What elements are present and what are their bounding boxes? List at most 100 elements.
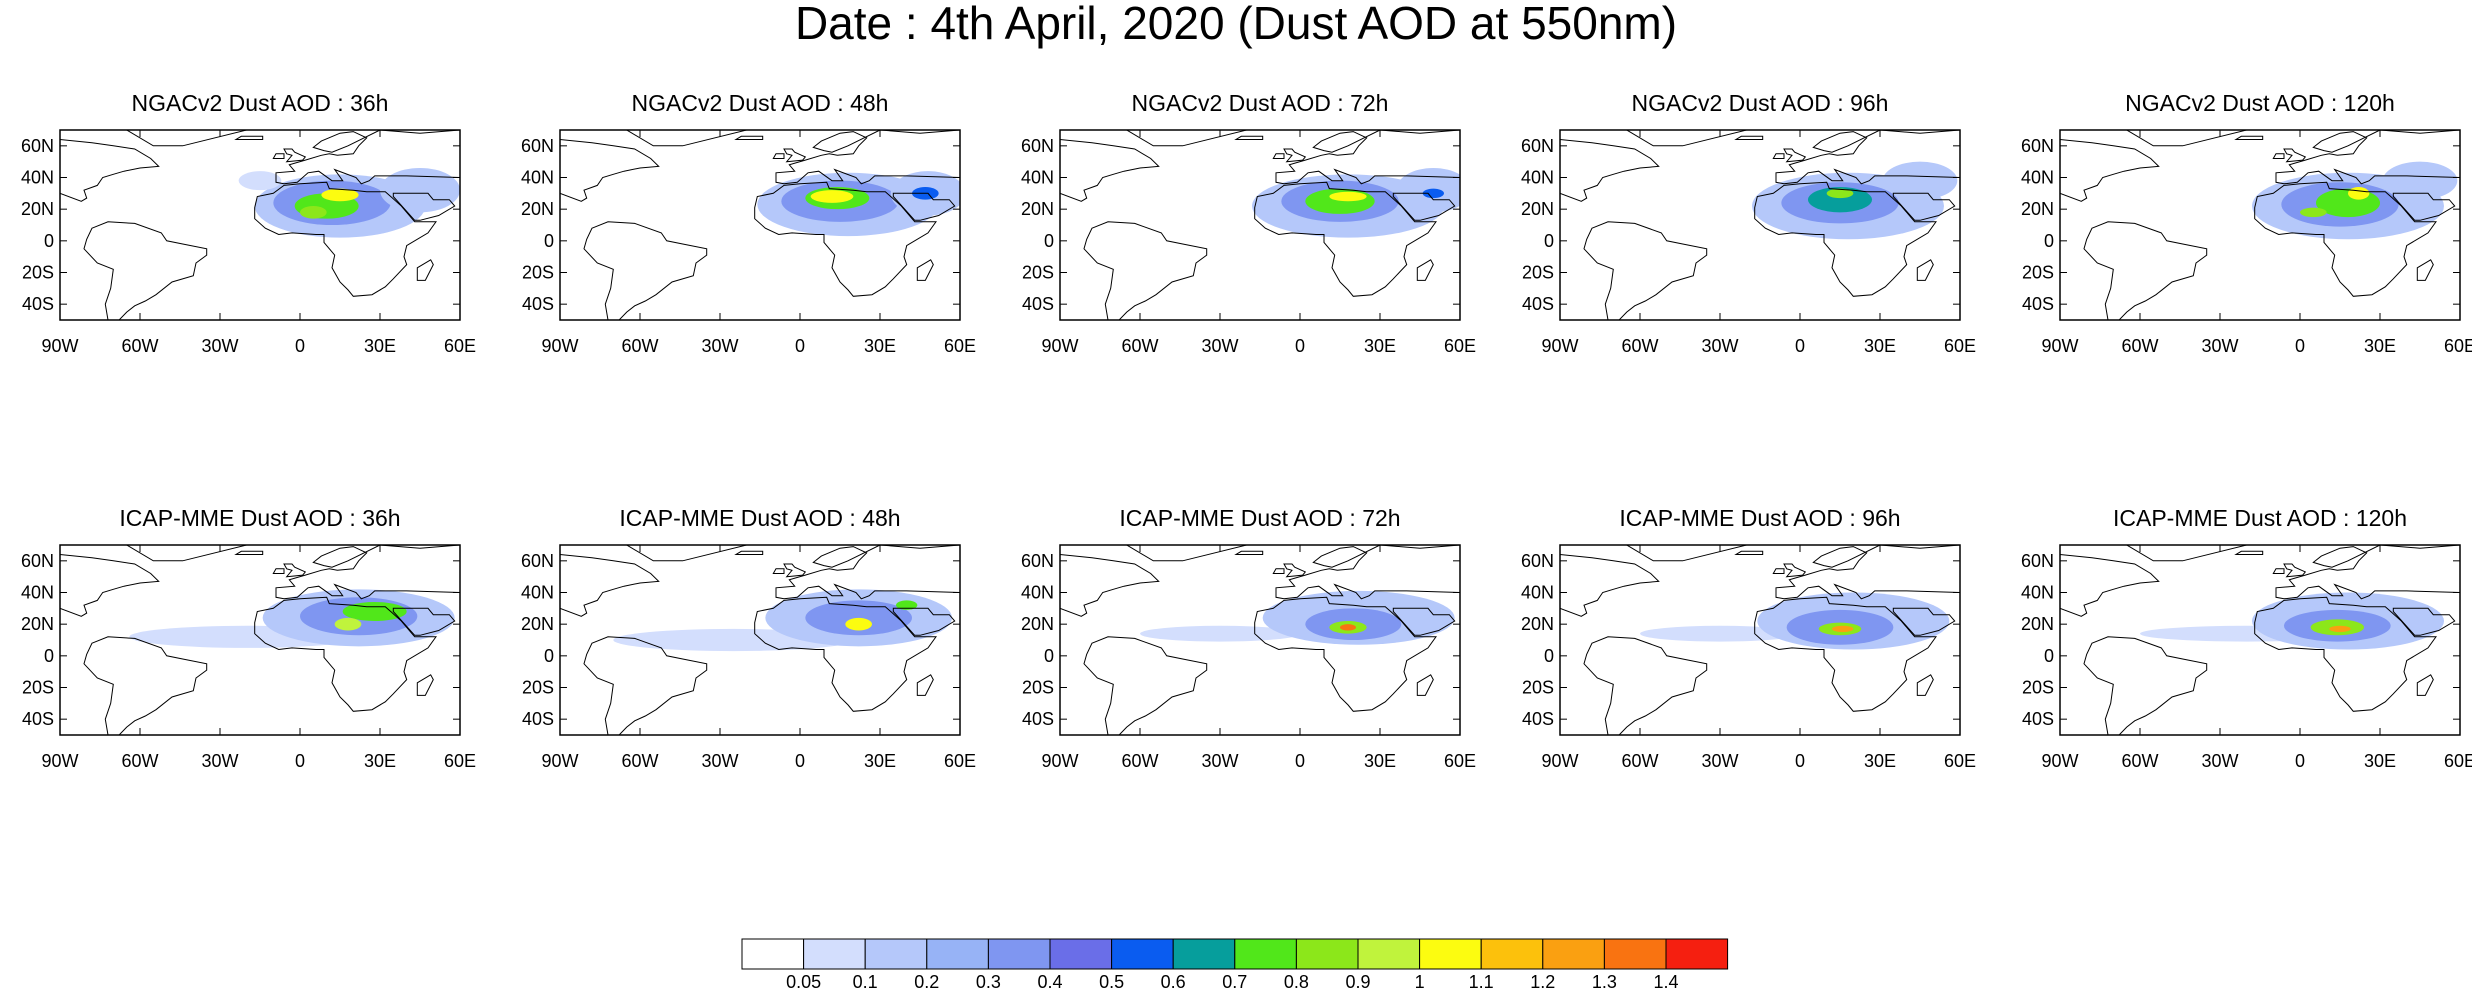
colorbar-swatch — [1603, 938, 1667, 970]
coastline-greenland — [1125, 130, 1248, 147]
coastline-africa — [254, 596, 437, 712]
lat-tick-label: 40S — [2022, 294, 2054, 314]
dust-aod-area — [1826, 188, 1854, 199]
lat-tick-label: 20N — [521, 614, 554, 634]
coastline-madagascar — [2416, 259, 2434, 281]
lon-tick-label: 30E — [1864, 336, 1896, 356]
lat-tick-label: 20N — [2021, 199, 2054, 219]
coastline-samerica — [2083, 636, 2208, 735]
coastline-uk — [2283, 148, 2307, 163]
lat-tick-label: 20N — [21, 199, 54, 219]
lat-tick-label: 0 — [2044, 231, 2054, 251]
lat-tick-label: 0 — [44, 646, 54, 666]
lon-tick-label: 90W — [1541, 336, 1578, 356]
lat-tick-label: 20S — [522, 263, 554, 283]
coastline-greenland — [625, 545, 748, 562]
map-panel: NGACv2 Dust AOD : 96h 60N 40N 20N 0 20S 40S 90W… — [1508, 90, 1976, 410]
lat-tick-label: 0 — [544, 231, 554, 251]
coastline-ireland — [1772, 568, 1785, 574]
coastline-ireland — [272, 153, 285, 159]
lon-tick-label: 60E — [444, 751, 476, 771]
lat-tick-label: 40S — [1022, 709, 1054, 729]
panel-title: NGACv2 Dust AOD : 36h — [131, 90, 389, 116]
coastline-uk — [283, 148, 307, 163]
coastline-namerica — [560, 553, 660, 617]
lon-tick-label: 30E — [864, 751, 896, 771]
map-panel: ICAP-MME Dust AOD : 120h 60N 40N 20N 0 20S 40S… — [2008, 505, 2472, 825]
lon-tick-label: 60E — [2444, 751, 2472, 771]
map-area — [1560, 545, 1960, 735]
lon-tick-label: 30E — [364, 751, 396, 771]
coastline-ireland — [1772, 153, 1785, 159]
lat-tick-label: 20N — [1021, 199, 1054, 219]
lon-tick-label: 60W — [121, 336, 158, 356]
lon-tick-label: 60W — [2121, 336, 2158, 356]
coastline-europe — [1275, 545, 1460, 600]
coastline-ireland — [1272, 568, 1285, 574]
coastline-samerica — [1083, 636, 1208, 735]
panel-title: NGACv2 Dust AOD : 72h — [1131, 90, 1389, 116]
coastline-greenland — [125, 130, 248, 147]
lat-tick-label: 40N — [521, 168, 554, 188]
lon-tick-label: 60W — [1621, 751, 1658, 771]
lon-tick-label: 60E — [944, 751, 976, 771]
lat-tick-label: 20S — [2022, 263, 2054, 283]
lon-tick-label: 60E — [2444, 336, 2472, 356]
coastline-arabia — [892, 607, 956, 636]
map-frame — [59, 129, 461, 321]
lat-tick-label: 20N — [1021, 614, 1054, 634]
lat-tick-label: 60N — [1021, 136, 1054, 156]
lat-tick-label: 40N — [21, 168, 54, 188]
map-panel: NGACv2 Dust AOD : 36h 60N 40N 20N 0 20S 40S 90W… — [8, 90, 476, 410]
map-panel: ICAP-MME Dust AOD : 96h 60N 40N 20N 0 20S 40S 9… — [1508, 505, 1976, 825]
coastline-namerica — [60, 553, 160, 617]
coastline-africa — [1254, 181, 1437, 297]
lon-tick-label: 90W — [2041, 751, 2078, 771]
lat-tick-label: 60N — [2021, 551, 2054, 571]
colorbar-swatch — [1542, 938, 1605, 970]
coastline-samerica — [1583, 636, 1708, 735]
colorbar-label: 1.2 — [1530, 972, 1555, 990]
map-frame — [1559, 544, 1961, 736]
lat-tick-label: 60N — [21, 136, 54, 156]
lon-tick-label: 60E — [1944, 751, 1976, 771]
lon-tick-label: 30W — [2201, 336, 2238, 356]
map-panel: NGACv2 Dust AOD : 120h 60N 40N 20N 0 20S 40S 90… — [2008, 90, 2472, 410]
map-frame — [2059, 544, 2461, 736]
colorbar-label: 0.05 — [786, 972, 821, 990]
coastline-ireland — [772, 153, 785, 159]
dust-aod-area — [1832, 625, 1854, 633]
lon-tick-label: 90W — [541, 336, 578, 356]
coastline-namerica — [560, 138, 660, 202]
coastline-samerica — [83, 221, 208, 320]
dust-aod-area — [2348, 187, 2370, 200]
map-area — [1060, 545, 1460, 735]
coastline-arabia — [892, 192, 956, 221]
lat-tick-label: 0 — [1044, 231, 1054, 251]
coastline-europe — [2275, 545, 2460, 600]
lon-tick-label: 60E — [1944, 336, 1976, 356]
coastline-greenland — [125, 545, 248, 562]
lon-tick-label: 30E — [1364, 751, 1396, 771]
lon-tick-label: 60W — [1621, 336, 1658, 356]
coastline-africa — [2254, 596, 2437, 712]
map-plot: 60N 40N 20N 0 20S 40S 90W 60W 30W 0 30E 60E — [521, 544, 976, 771]
map-area — [2060, 545, 2460, 735]
dust-aod-area — [1882, 161, 1958, 200]
dust-aod-area — [321, 188, 359, 202]
coastline-namerica — [1560, 553, 1660, 617]
coastline-ireland — [2272, 568, 2285, 574]
map-frame — [1059, 544, 1461, 736]
coastline-europe — [1775, 130, 1960, 185]
map-frame — [1059, 129, 1461, 321]
coastline-uk — [1283, 148, 1307, 163]
lat-tick-label: 20S — [1022, 678, 1054, 698]
lat-tick-label: 60N — [1021, 551, 1054, 571]
lat-tick-label: 60N — [21, 551, 54, 571]
colorbar-label: 0.6 — [1161, 972, 1186, 990]
coastline-iceland — [734, 135, 764, 140]
colorbar-label: 1.3 — [1592, 972, 1617, 990]
map-area — [1060, 130, 1460, 320]
coastline-europe — [1275, 130, 1460, 185]
map-panel: ICAP-MME Dust AOD : 36h 60N 40N 20N 0 20S 40S 9… — [8, 505, 476, 825]
